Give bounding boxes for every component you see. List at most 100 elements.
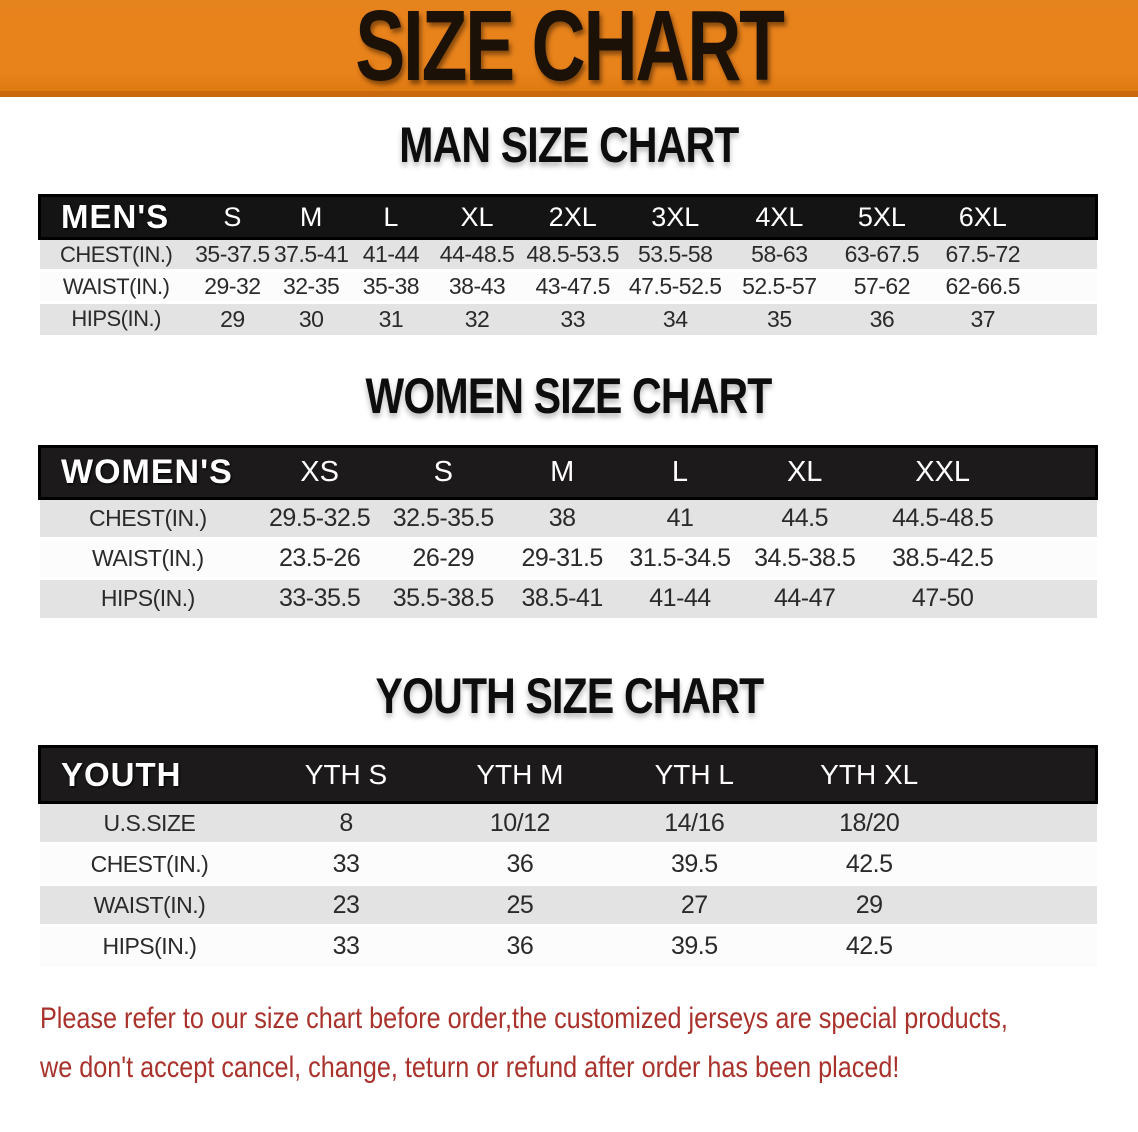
youth-size-table-container: YOUTH YTH S YTH M YTH L YTH XL U.S.SIZE 8 10/12… (0, 745, 1138, 967)
youth-size-section: YOUTH SIZE CHART YOUTH YTH S YTH M YTH L YTH… (0, 671, 1138, 967)
spacer-cell (956, 924, 1097, 967)
size-value-cell: 29 (192, 301, 273, 335)
row-label: WAIST(IN.) (39, 269, 193, 303)
column-header-yth-xl: YTH XL (781, 745, 957, 804)
size-value-cell: 39.5 (607, 842, 782, 885)
size-value-cell: 36 (432, 842, 608, 885)
spacer-cell (1015, 444, 1099, 500)
row-label: HIPS(IN.) (39, 576, 257, 618)
size-value-cell: 44-48.5 (431, 237, 523, 271)
size-value-cell: 48.5-53.5 (522, 237, 623, 271)
column-header-yth-l: YTH L (607, 745, 782, 804)
spacer-cell (956, 745, 1098, 804)
table-row: CHEST(IN.) 29.5-32.5 32.5-35.5 38 41 44.5 44.5… (39, 496, 1097, 538)
size-value-cell: 42.5 (781, 842, 957, 885)
size-value-cell: 23.5-26 (256, 536, 384, 578)
size-value-cell: 23 (259, 883, 433, 926)
men-size-table: MEN'S S M L XL 2XL 3XL 4XL 5XL 6XL CHEST(IN.) 35-37… (37, 194, 1098, 335)
column-header-xs: XS (256, 444, 384, 500)
size-value-cell: 67.5-72 (932, 237, 1033, 271)
women-size-table-container: WOMEN'S XS S M L XL XXL CHEST(IN.) 29.5-32.5 32.5… (0, 444, 1138, 618)
size-value-cell: 35-37.5 (192, 237, 273, 271)
column-header-m: M (503, 444, 621, 500)
size-value-cell: 58-63 (727, 237, 832, 271)
women-table-label: WOMEN'S (38, 444, 257, 500)
column-header-s: S (192, 194, 273, 240)
size-value-cell: 27 (607, 883, 782, 926)
size-value-cell: 35.5-38.5 (383, 576, 504, 618)
size-value-cell: 38-43 (431, 269, 523, 303)
column-header-xl: XL (739, 444, 871, 500)
column-header-s: S (383, 444, 504, 500)
column-header-xl: XL (431, 194, 523, 240)
table-row: U.S.SIZE 8 10/12 14/16 18/20 (39, 801, 1097, 844)
size-value-cell: 32.5-35.5 (383, 496, 504, 538)
spacer-cell (1033, 269, 1097, 303)
spacer-cell (956, 801, 1097, 844)
column-header-l: L (350, 194, 432, 240)
size-value-cell: 42.5 (781, 924, 957, 967)
youth-section-heading-text: YOUTH SIZE CHART (375, 668, 764, 724)
men-size-table-container: MEN'S S M L XL 2XL 3XL 4XL 5XL 6XL CHEST(IN.) 35-37… (0, 194, 1138, 335)
size-value-cell: 47-50 (870, 576, 1016, 618)
size-value-cell: 26-29 (383, 536, 504, 578)
men-section-heading: MAN SIZE CHART (0, 120, 1138, 170)
size-value-cell: 43-47.5 (522, 269, 623, 303)
table-row: WAIST(IN.) 23.5-26 26-29 29-31.5 31.5-34.5 34… (39, 536, 1097, 578)
spacer-cell (956, 883, 1097, 926)
size-value-cell: 30 (272, 301, 351, 335)
size-value-cell: 52.5-57 (727, 269, 832, 303)
size-value-cell: 53.5-58 (622, 237, 728, 271)
spacer-cell (1015, 576, 1097, 618)
table-row: CHEST(IN.) 33 36 39.5 42.5 (39, 842, 1097, 885)
row-label: CHEST(IN.) (39, 237, 193, 271)
size-value-cell: 31 (350, 301, 432, 335)
size-value-cell: 62-66.5 (932, 269, 1033, 303)
size-value-cell: 33 (522, 301, 623, 335)
spacer-cell (1015, 536, 1097, 578)
table-row: WAIST(IN.) 23 25 27 29 (39, 883, 1097, 926)
row-label: WAIST(IN.) (39, 536, 257, 578)
size-value-cell: 38.5-41 (503, 576, 621, 618)
men-size-section: MAN SIZE CHART MEN'S S M L XL 2XL 3XL 4XL 5XL 6XL… (0, 120, 1138, 335)
size-value-cell: 25 (432, 883, 608, 926)
spacer-cell (1015, 496, 1097, 538)
column-header-4xl: 4XL (727, 194, 832, 240)
column-header-m: M (272, 194, 351, 240)
table-row: HIPS(IN.) 29 30 31 32 33 34 35 36 37 (39, 301, 1097, 335)
column-header-yth-m: YTH M (432, 745, 608, 804)
size-value-cell: 33 (259, 924, 433, 967)
size-value-cell: 32 (431, 301, 523, 335)
banner-title: SIZE CHART (355, 0, 785, 102)
row-label: U.S.SIZE (39, 801, 260, 844)
row-label: HIPS(IN.) (39, 301, 193, 335)
column-header-6xl: 6XL (932, 194, 1033, 240)
size-value-cell: 29.5-32.5 (256, 496, 384, 538)
size-value-cell: 38.5-42.5 (870, 536, 1016, 578)
size-value-cell: 37.5-41 (272, 237, 351, 271)
women-section-heading: WOMEN SIZE CHART (0, 371, 1138, 421)
men-table-label: MEN'S (37, 194, 193, 240)
youth-size-table: YOUTH YTH S YTH M YTH L YTH XL U.S.SIZE 8 10/12… (38, 745, 1098, 967)
women-section-heading-text: WOMEN SIZE CHART (366, 367, 773, 424)
size-value-cell: 35-38 (350, 269, 432, 303)
table-row: WAIST(IN.) 29-32 32-35 35-38 38-43 43-47.5 47.… (39, 269, 1097, 303)
size-value-cell: 29 (781, 883, 957, 926)
size-value-cell: 18/20 (781, 801, 957, 844)
women-header-row: WOMEN'S XS S M L XL XXL (38, 444, 1099, 500)
disclaimer-line-2: we don't accept cancel, change, teturn o… (40, 1046, 1138, 1095)
order-disclaimer: Please refer to our size chart before or… (40, 997, 1138, 1095)
table-row: HIPS(IN.) 33-35.5 35.5-38.5 38.5-41 41-44 44-… (39, 576, 1097, 618)
table-row: CHEST(IN.) 35-37.5 37.5-41 41-44 44-48.5 48.5… (39, 237, 1097, 271)
size-value-cell: 37 (932, 301, 1033, 335)
column-header-l: L (620, 444, 740, 500)
spacer-cell (956, 842, 1097, 885)
size-value-cell: 33 (259, 842, 433, 885)
size-value-cell: 32-35 (272, 269, 351, 303)
size-value-cell: 31.5-34.5 (620, 536, 740, 578)
column-header-2xl: 2XL (522, 194, 623, 240)
size-value-cell: 29-32 (192, 269, 273, 303)
column-header-xxl: XXL (870, 444, 1016, 500)
women-size-section: WOMEN SIZE CHART WOMEN'S XS S M L XL XXL CHEST(… (0, 371, 1138, 618)
column-header-3xl: 3XL (622, 194, 728, 240)
